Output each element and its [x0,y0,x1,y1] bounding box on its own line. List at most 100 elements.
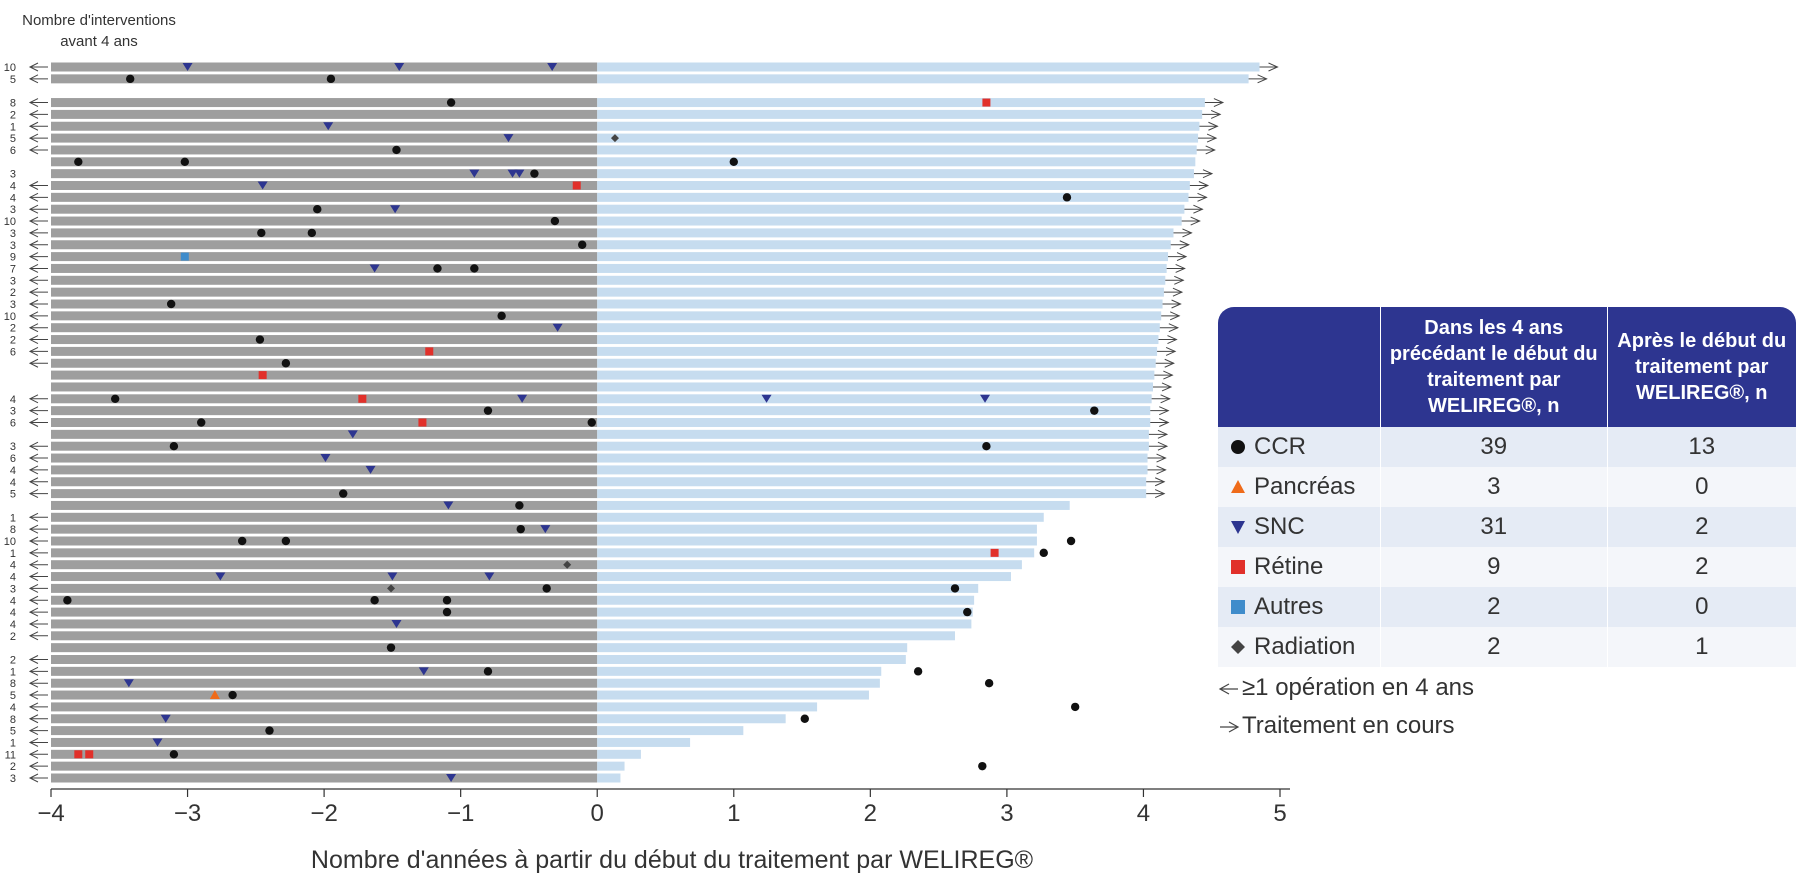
patient-row: 5 [10,726,744,738]
patient-row: 3 [10,773,621,785]
snc-marker [446,774,457,782]
ccr-marker [281,536,291,546]
legend-header-after: Après le début du traitement par WELIREG… [1606,307,1796,427]
patient-row: 6 [10,346,1177,358]
treatment-bar [597,311,1162,321]
arrow-left-icon [1218,683,1238,695]
prior-arrow-icon [28,619,39,629]
legend-after-count: 1 [1606,627,1796,667]
prior-arrow-icon [28,583,39,593]
radiation-marker [610,134,619,143]
row-count-label: 4 [10,465,16,477]
legend-type-label: Autres [1254,593,1324,620]
pre-treatment-bar [51,666,598,676]
patient-row: 2 [10,655,906,667]
legend-note-prior: ≥1 opération en 4 ans [1218,671,1796,705]
ongoing-arrow-icon [1157,429,1169,439]
treatment-bar [597,358,1156,368]
ccr-marker [370,596,379,605]
ccr-marker [446,98,456,107]
pre-treatment-bar [51,62,598,72]
treatment-bar [597,607,973,617]
swimmer-chart: 1058215634431033973231022643636445181014… [4,62,1290,874]
row-count-label: 6 [10,453,16,465]
ccr-marker [326,74,336,84]
pre-treatment-bar [51,702,598,712]
legend-after-count: 2 [1606,547,1796,587]
patient-row: 6 [10,145,1216,157]
retine-marker [418,418,427,427]
patient-row [51,382,1173,392]
legend-before-count: 31 [1380,507,1607,547]
patient-row: 1 [10,548,1048,560]
prior-arrow-icon [28,607,39,617]
patient-row [51,500,1070,510]
patient-row: 11 [5,749,641,761]
snc-marker [761,394,772,403]
prior-arrow-icon [28,690,39,700]
treatment-bar [597,204,1185,214]
patient-row: 4 [10,607,973,619]
prior-arrow-icon [28,299,39,309]
treatment-bar [597,560,1022,570]
pre-treatment-bar [51,607,598,617]
pre-treatment-bar [51,536,598,546]
triangle-down-marker-icon [1230,519,1246,535]
ccr-marker [392,145,401,155]
retine-marker [85,750,94,759]
x-tick-label: 3 [1000,800,1013,827]
prior-arrow-icon [28,323,39,333]
patient-row: 3 [10,406,1170,418]
row-count-label: 2 [10,631,16,643]
pre-treatment-bar [51,370,598,380]
snc-marker [552,323,563,332]
patient-row: 1 [10,121,1219,133]
treatment-bar [597,749,641,759]
legend-before-count: 9 [1380,547,1607,587]
arrow-right-icon [1220,721,1240,733]
treatment-bar [597,631,955,641]
prior-arrow-icon [28,666,39,676]
pre-treatment-bar [51,157,598,167]
treatment-bar [597,98,1205,108]
legend-type-label: Rétine [1254,553,1324,580]
ongoing-arrow-icon [1159,418,1170,427]
patient-row: 4 [10,619,972,631]
pre-treatment-bar [51,726,598,736]
snc-marker [323,122,334,131]
row-count-label: 10 [4,62,16,74]
legend-type-cell: Autres [1218,587,1380,627]
ongoing-arrow-icon [1165,346,1177,356]
retine-marker [982,98,991,107]
treatment-bar [597,418,1151,427]
patient-row: 10 [4,216,1201,228]
legend-row: Autres 2 0 [1218,587,1796,627]
row-count-label: 4 [10,607,16,619]
snc-marker [347,430,358,439]
pre-treatment-bar [51,204,598,214]
ongoing-arrow-icon [1176,252,1188,262]
pre-treatment-bar [51,394,598,404]
treatment-bar [597,335,1159,345]
treatment-bar [597,690,869,700]
patient-row: 3 [10,441,1169,453]
ongoing-arrow-icon [1168,323,1180,333]
ccr-marker [1090,406,1099,415]
snc-marker [540,525,551,534]
square-marker-icon [1230,599,1246,615]
row-count-label: 4 [10,702,16,714]
pre-treatment-bar [51,429,598,439]
pre-treatment-bar [51,583,598,593]
treatment-bar [597,346,1158,356]
row-count-label: 3 [10,228,16,240]
patient-row: 8 [10,524,1037,536]
radiation-marker [563,560,572,569]
pre-treatment-bar [51,311,598,321]
pre-treatment-bar [51,169,598,179]
legend-note-ongoing: Traitement en cours [1218,709,1796,743]
ongoing-arrow-icon [1169,311,1181,321]
pre-treatment-bar [51,619,598,629]
ccr-marker [950,584,960,593]
patient-row: 3 [10,275,1185,287]
ccr-marker [257,228,266,238]
